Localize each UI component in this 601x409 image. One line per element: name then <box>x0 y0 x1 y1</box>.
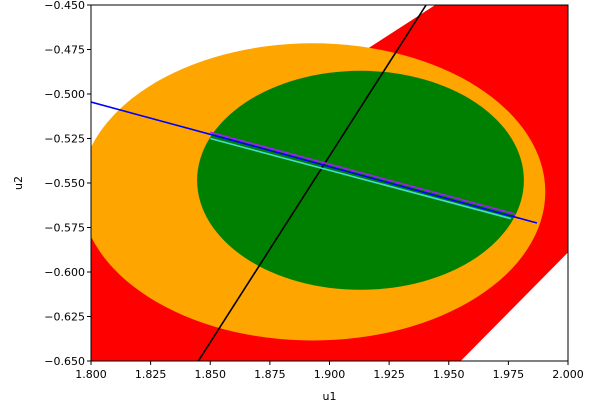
y-tick-label: −0.500 <box>44 88 85 101</box>
x-tick-label: 1.825 <box>135 368 167 381</box>
y-tick-label: −0.650 <box>44 355 85 368</box>
x-tick-label: 1.800 <box>75 368 107 381</box>
y-tick-label: −0.525 <box>44 133 85 146</box>
x-tick-label: 1.975 <box>493 368 525 381</box>
series-line-3 <box>210 137 512 220</box>
x-tick-label: 1.850 <box>195 368 227 381</box>
x-tick-label: 2.000 <box>552 368 584 381</box>
plot-area <box>91 5 568 361</box>
x-tick-label: 1.950 <box>433 368 465 381</box>
y-tick-label: −0.575 <box>44 222 85 235</box>
y-axis-label: u2 <box>12 176 25 190</box>
y-tick-label: −0.625 <box>44 311 85 324</box>
y-tick-label: −0.550 <box>44 177 85 190</box>
x-tick-label: 1.875 <box>254 368 286 381</box>
y-tick-label: −0.475 <box>44 44 85 57</box>
region-ellipse-2 <box>197 70 524 290</box>
x-axis-label: u1 <box>323 390 337 403</box>
series-line-2 <box>210 131 516 215</box>
series-line-0 <box>197 5 427 361</box>
x-axis: 1.800 1.825 1.850 1.875 1.900 1.925 1.950 1.975… <box>75 361 584 381</box>
y-tick-label: −0.600 <box>44 266 85 279</box>
x-tick-label: 1.900 <box>314 368 346 381</box>
series-line-1 <box>91 101 538 224</box>
x-tick-label: 1.925 <box>373 368 405 381</box>
y-tick-label: −0.450 <box>44 0 85 12</box>
y-axis: −0.450 −0.475 −0.500 −0.525 −0.550 −0.575 −0.6… <box>44 0 91 368</box>
